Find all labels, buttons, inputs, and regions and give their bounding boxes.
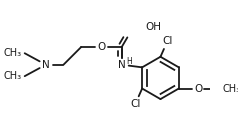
Text: N: N xyxy=(42,60,50,70)
Bar xyxy=(40,60,51,70)
Bar xyxy=(194,84,203,93)
Text: O: O xyxy=(194,84,202,94)
Text: OH: OH xyxy=(145,22,162,32)
Text: N: N xyxy=(118,60,126,70)
Text: O: O xyxy=(97,42,105,52)
Text: CH₃: CH₃ xyxy=(222,84,238,94)
Bar xyxy=(116,60,127,70)
Bar xyxy=(97,43,106,51)
Text: Cl: Cl xyxy=(162,36,173,46)
Text: H: H xyxy=(126,57,132,66)
Text: CH₃: CH₃ xyxy=(3,48,21,58)
Text: CH₃: CH₃ xyxy=(3,71,21,81)
Text: Cl: Cl xyxy=(130,99,140,109)
